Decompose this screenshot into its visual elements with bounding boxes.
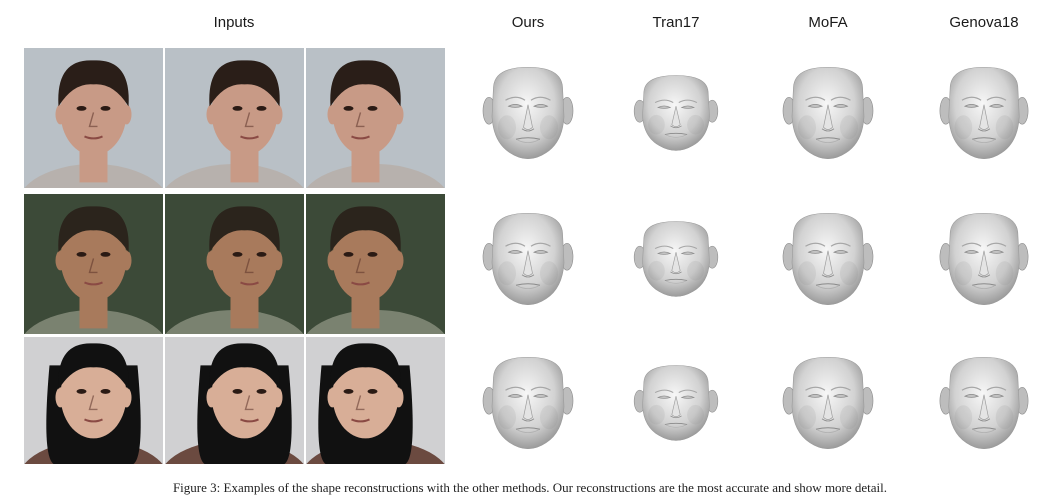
genova18-header: Genova18 [949, 14, 1019, 31]
reconstructions-grid [450, 48, 1060, 468]
input-photo-row1-three-quarter-right [306, 48, 445, 188]
inputs-header: Inputs [213, 14, 255, 31]
input-photo-row2-three-quarter-right [306, 194, 445, 334]
ours-reconstruction-row2 [468, 194, 628, 324]
ours-reconstruction-row1 [468, 48, 628, 178]
mofa-reconstruction-row2 [768, 194, 928, 324]
genova18-reconstruction-row2 [924, 194, 1060, 324]
tran17-reconstruction-row2 [616, 194, 776, 324]
mofa-reconstruction-row3 [768, 338, 928, 468]
input-photo-row3-three-quarter-right [306, 337, 445, 464]
tran17-reconstruction-row1 [616, 48, 776, 178]
figure-caption: Figure 3: Examples of the shape reconstr… [172, 480, 888, 495]
tran17-header: Tran17 [652, 14, 700, 31]
ours-reconstruction-row3 [468, 338, 628, 468]
ours-header: Ours [511, 14, 545, 31]
input-photo-row2-three-quarter-left [165, 194, 304, 334]
input-photo-row2-frontal [24, 194, 163, 334]
input-photo-row1-frontal [24, 48, 163, 188]
genova18-reconstruction-row3 [924, 338, 1060, 468]
input-photo-row1-three-quarter-left [165, 48, 304, 188]
input-photo-row3-frontal [24, 337, 163, 464]
input-photo-row3-three-quarter-left [165, 337, 304, 464]
tran17-reconstruction-row3 [616, 338, 776, 468]
genova18-reconstruction-row1 [924, 48, 1060, 178]
mofa-header: MoFA [808, 14, 848, 31]
input-photos-grid [24, 48, 445, 464]
mofa-reconstruction-row1 [768, 48, 928, 178]
